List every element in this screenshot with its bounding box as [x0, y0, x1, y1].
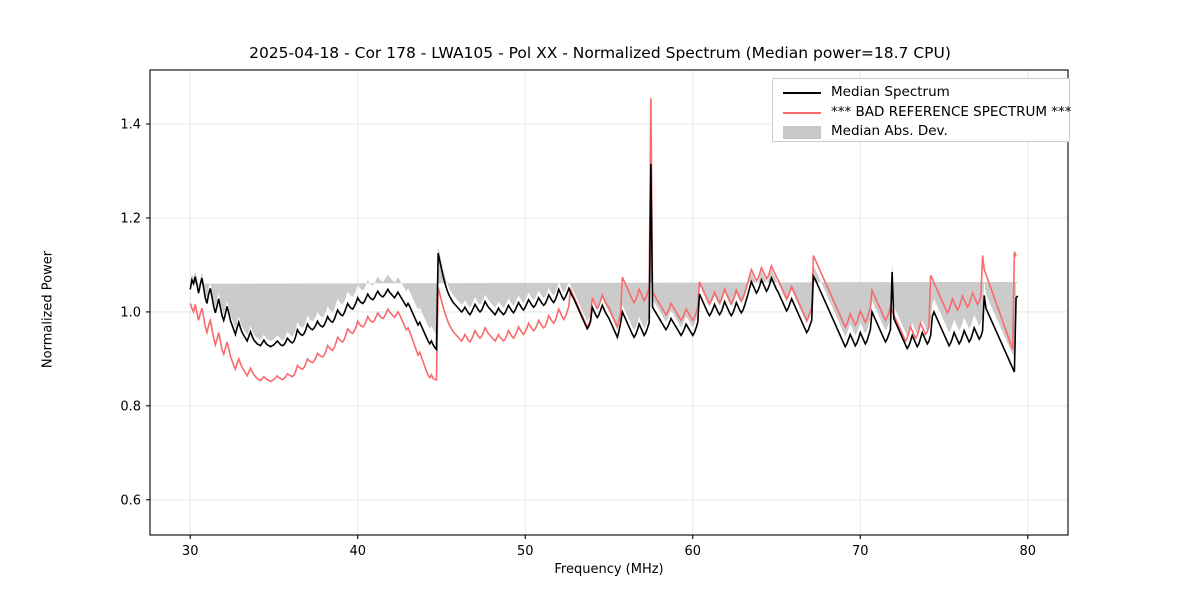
legend-label-median-abs-dev: Median Abs. Dev.: [831, 123, 948, 139]
legend-patch-swatch-gray: [783, 126, 821, 139]
legend-label-median-spectrum: Median Spectrum: [831, 84, 950, 100]
svg-text:0.8: 0.8: [120, 399, 141, 414]
y-axis-label: Normalized Power: [40, 250, 56, 369]
svg-text:30: 30: [182, 544, 199, 559]
svg-text:1.0: 1.0: [120, 305, 141, 320]
legend-item-bad-reference[interactable]: *** BAD REFERENCE SPECTRUM ***: [773, 103, 1072, 124]
legend-item-median-abs-dev[interactable]: Median Abs. Dev.: [773, 122, 1071, 143]
bad-reference-spectrum-line: [189, 98, 1017, 383]
svg-text:1.4: 1.4: [120, 118, 141, 133]
legend-label-bad-reference: *** BAD REFERENCE SPECTRUM ***: [831, 104, 1072, 120]
svg-text:0.6: 0.6: [120, 493, 141, 508]
median-spectrum-line: [189, 163, 1019, 373]
svg-text:60: 60: [684, 544, 701, 559]
median-abs-dev-band: [190, 156, 1018, 359]
page-title: 2025-04-18 - Cor 178 - LWA105 - Pol XX -…: [249, 44, 951, 62]
legend-line-swatch-black: [783, 92, 821, 95]
svg-text:1.2: 1.2: [120, 211, 141, 226]
svg-text:80: 80: [1020, 544, 1037, 559]
legend-item-median-spectrum[interactable]: Median Spectrum: [773, 83, 1071, 104]
x-axis-label: Frequency (MHz): [554, 562, 664, 577]
plot-frame: [149, 69, 1069, 536]
legend[interactable]: Median Spectrum *** BAD REFERENCE SPECTR…: [772, 78, 1072, 143]
axis-ticks: 30 40 50 60 70 80 0.6 0.8 1.0 1.2 1.4: [120, 118, 1036, 559]
legend-line-swatch-red: [783, 112, 821, 115]
svg-text:50: 50: [517, 544, 534, 559]
svg-text:40: 40: [349, 544, 366, 559]
svg-text:70: 70: [852, 544, 869, 559]
